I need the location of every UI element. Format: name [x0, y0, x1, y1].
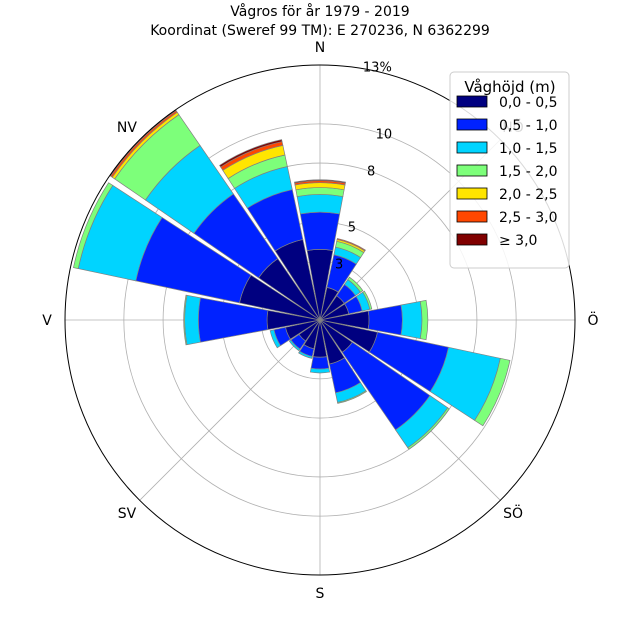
ring-label-outer: 13% [363, 61, 392, 76]
legend-label-4: 2,0 - 2,5 [499, 187, 557, 203]
bar-VSV-bin2 [269, 329, 282, 349]
bar-Ö-bin3 [419, 299, 429, 341]
bar-NNÖ-bin5 [336, 238, 366, 252]
bar-S-bin2 [309, 367, 331, 374]
legend-label-5: 2,5 - 3,0 [499, 210, 557, 226]
legend-title: Våghöjd (m) [464, 78, 555, 96]
direction-label-w: V [42, 313, 52, 329]
bar-NÖ-bin3 [347, 276, 364, 293]
bar-NNV-bin6 [219, 139, 283, 168]
bar-V-bin2 [184, 294, 201, 346]
bar-N-bin6 [294, 179, 346, 184]
grid-spoke-5 [139, 319, 321, 501]
legend-items: 0,0 - 0,5 0,5 - 1,0 1,0 - 1,5 1,5 - 2,0 2,0 … [456, 95, 557, 249]
wave-bars [73, 109, 511, 450]
bar-ÖSÖ-bin3 [474, 357, 511, 427]
ring-label-1: 5 [348, 220, 356, 235]
legend-swatch-2 [456, 141, 488, 154]
direction-label-nw: NV [117, 120, 137, 136]
legend-swatch-4 [456, 187, 488, 200]
bar-SV-bin2 [288, 339, 301, 352]
legend: Våghöjd (m) 0,0 - 0,5 0,5 - 1,0 1,0 - 1,5 1… [449, 71, 570, 269]
direction-label-e: Ö [587, 311, 598, 329]
legend-swatch-5 [456, 210, 488, 223]
ring-labels: 3 5 8 10 13% [335, 61, 392, 273]
legend-label-6: ≥ 3,0 [499, 233, 537, 249]
chart-title-line2: Koordinat (Sweref 99 TM): E 270236, N 63… [150, 23, 490, 39]
bar-V-bin3 [183, 294, 188, 346]
bar-SÖ-bin3 [407, 407, 450, 450]
bar-Ö-bin1 [367, 304, 403, 336]
ring-label-2: 8 [367, 165, 375, 180]
legend-swatch-0 [456, 95, 488, 108]
legend-label-3: 1,5 - 2,0 [499, 164, 557, 180]
bar-N-bin2 [296, 194, 344, 215]
direction-label-s: S [316, 586, 325, 602]
ring-label-3: 10 [376, 128, 393, 143]
bar-N-bin1 [299, 211, 341, 251]
bar-SSÖ-bin3 [337, 390, 367, 404]
ring-label-0: 3 [335, 257, 343, 272]
legend-swatch-6 [456, 233, 488, 246]
legend-label-0: 0,0 - 0,5 [499, 95, 557, 111]
chart-title-line1: Vågros för år 1979 - 2019 [230, 3, 409, 20]
outer-circle [64, 64, 576, 576]
polar-frame [64, 64, 576, 576]
legend-swatch-1 [456, 118, 488, 131]
bar-VNV-bin3 [73, 182, 114, 270]
direction-label-sw: SV [118, 506, 137, 522]
direction-label-n: N [315, 40, 325, 56]
direction-label-se: SÖ [503, 504, 523, 522]
bar-S-bin1 [310, 356, 330, 370]
legend-label-2: 1,0 - 1,5 [499, 141, 557, 157]
legend-swatch-3 [456, 164, 488, 177]
bar-SSV-bin2 [298, 350, 313, 359]
bar-Ö-bin2 [400, 301, 423, 339]
legend-label-1: 0,5 - 1,0 [499, 118, 557, 134]
bar-ÖNÖ-bin3 [362, 290, 373, 310]
